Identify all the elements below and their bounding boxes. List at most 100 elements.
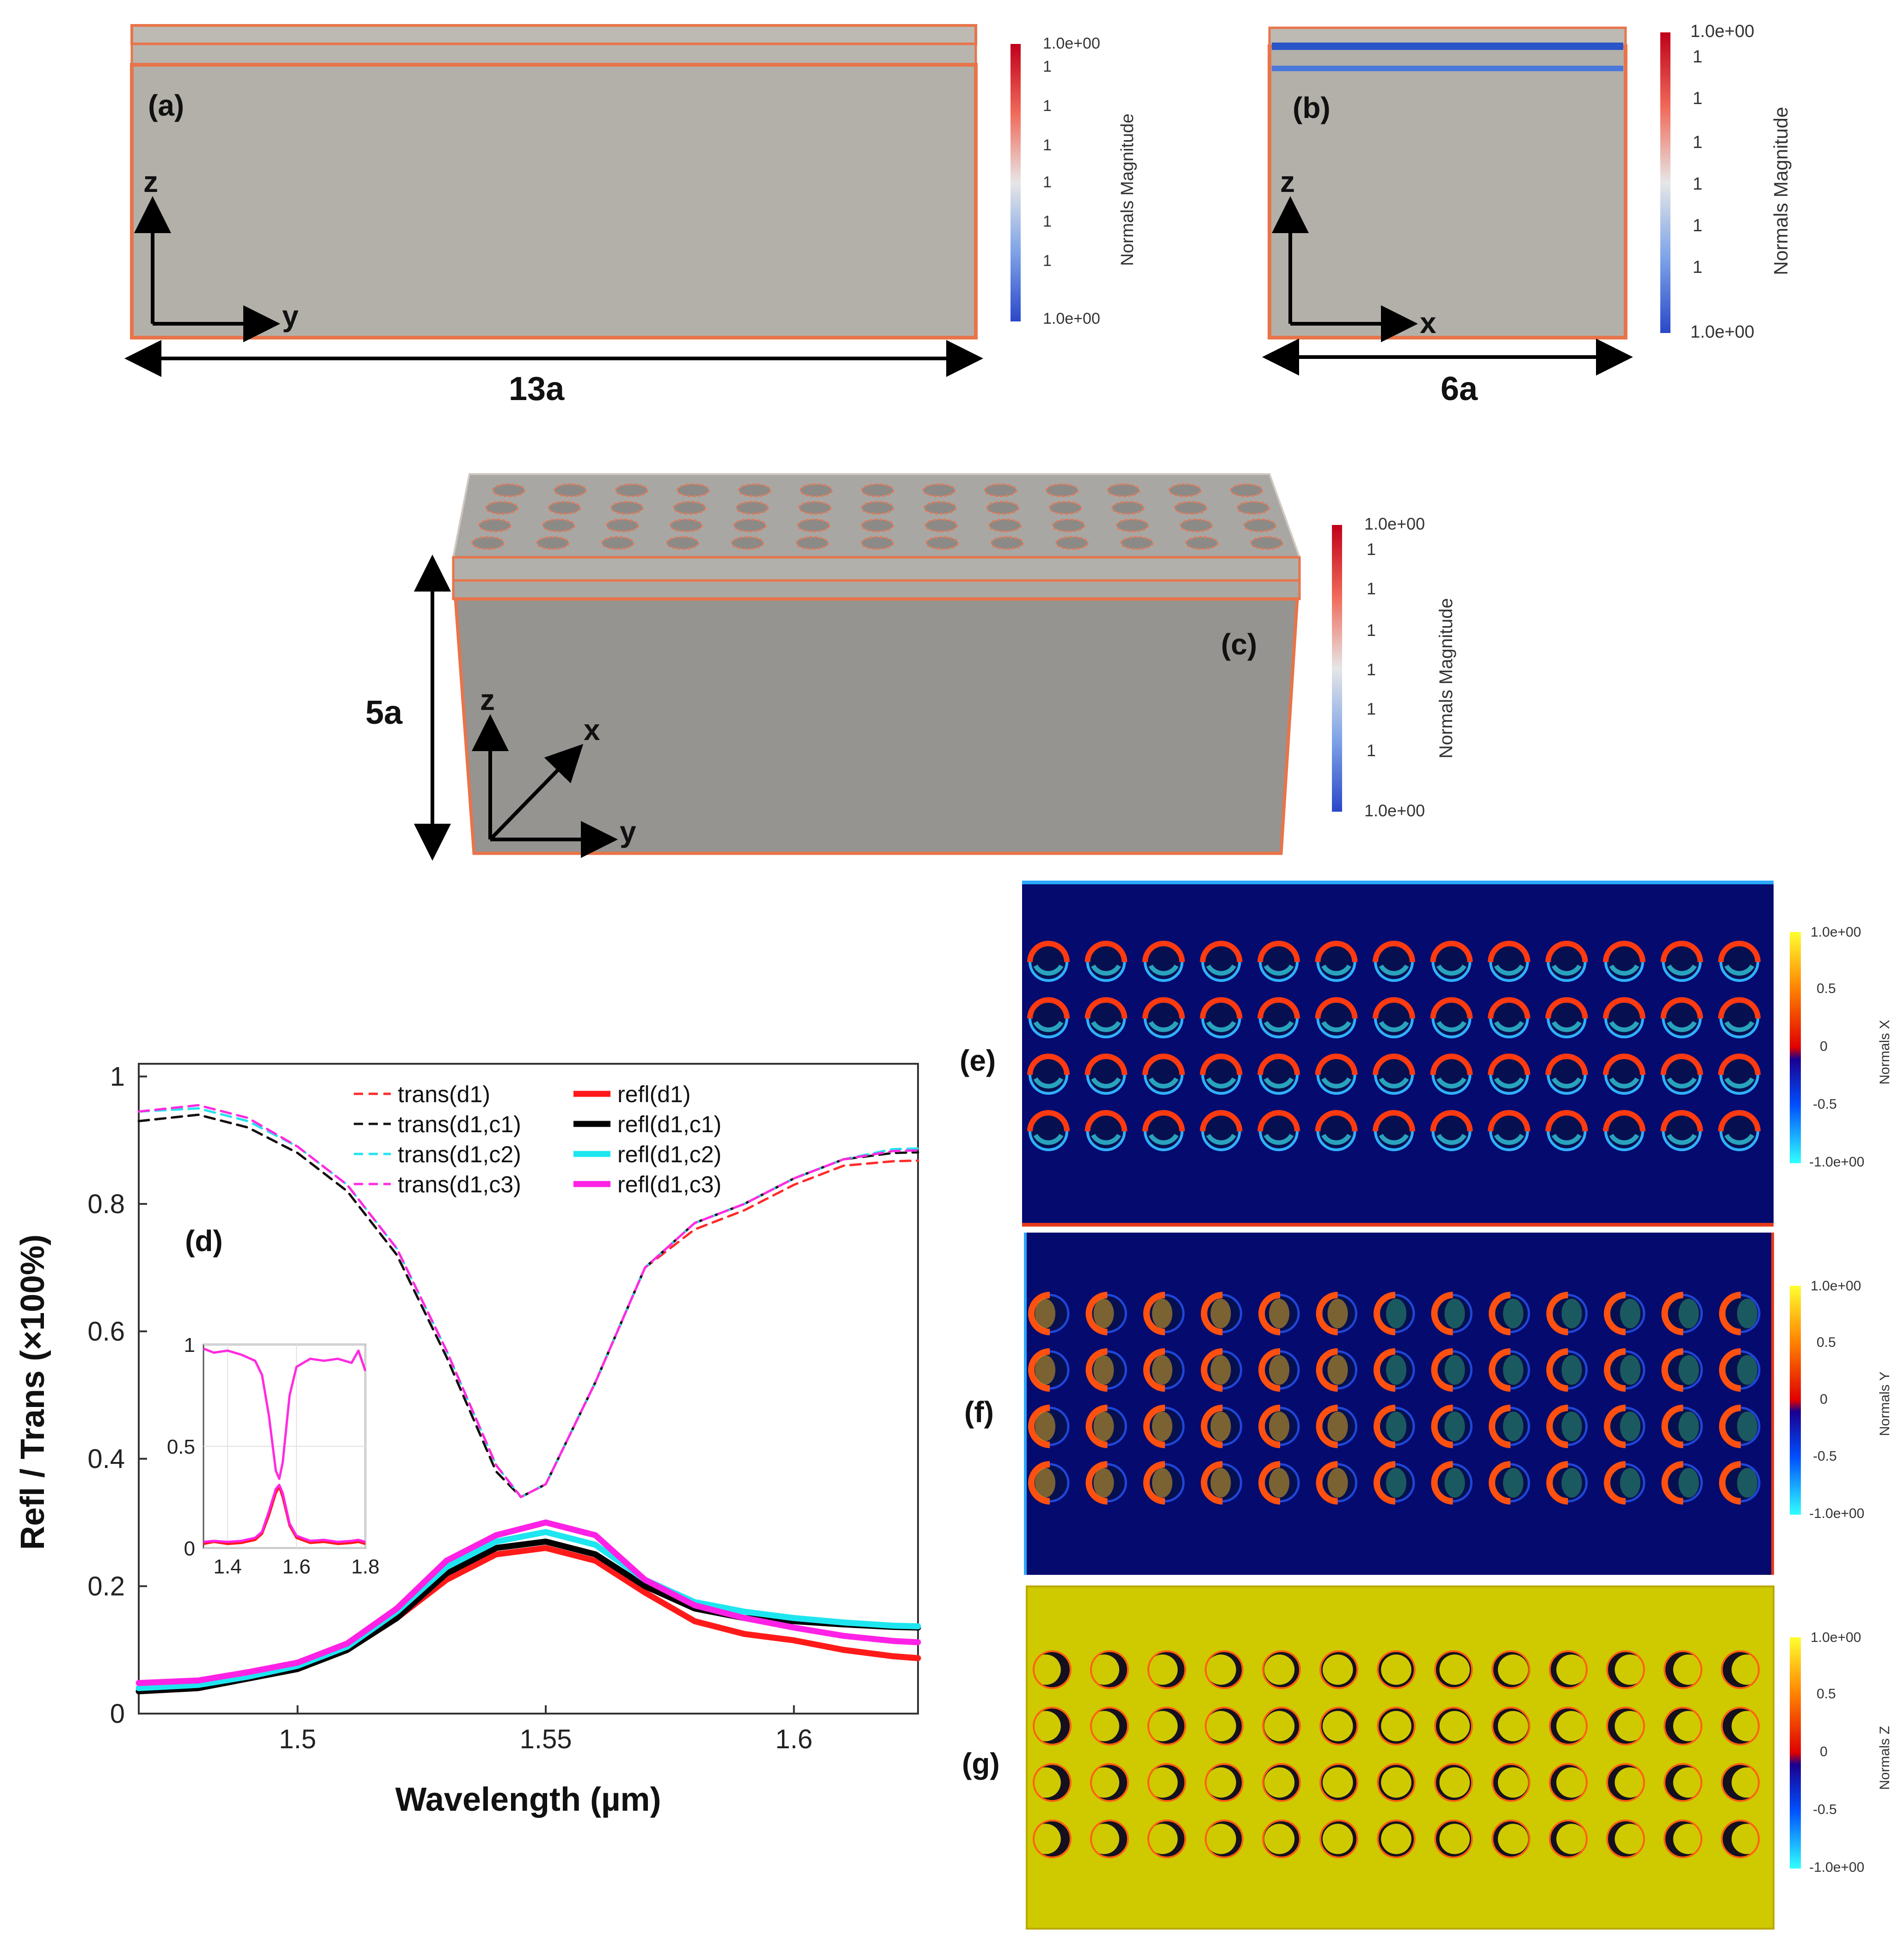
hole — [471, 536, 505, 550]
hole-arc — [1206, 1134, 1236, 1145]
hole-inner — [1731, 1654, 1762, 1685]
hole-shade — [1035, 1412, 1055, 1441]
hole-arc — [1027, 1054, 1070, 1075]
hole-shade — [1210, 1412, 1231, 1441]
hole-shade — [1035, 1355, 1055, 1385]
legend-label: refl(d1,c3) — [617, 1172, 721, 1197]
hole — [666, 536, 700, 550]
axis-c-up-label: z — [480, 683, 495, 716]
hole-arc — [1719, 1461, 1741, 1505]
hole-arc — [1315, 941, 1358, 962]
hole-inner — [1497, 1824, 1528, 1854]
field-map-e-holes — [1027, 941, 1761, 1151]
hole — [1045, 483, 1079, 497]
inset-series-trans — [203, 1347, 367, 1480]
y-tick-label: 0.2 — [87, 1572, 125, 1602]
hole — [492, 483, 525, 497]
hole-arc — [1546, 1461, 1568, 1505]
hole-arc — [1201, 1405, 1223, 1448]
hole — [986, 501, 1020, 515]
axis-c-depth — [489, 744, 584, 841]
colorbar-a-ticks: 1.0e+00 1 1 1 1 1 1 1.0e+00 — [1043, 35, 1100, 327]
hole-arc — [1206, 1021, 1236, 1032]
hole-arc — [1033, 964, 1064, 976]
hole — [799, 483, 833, 497]
hole — [1111, 501, 1145, 515]
hole-inner — [1030, 1767, 1061, 1798]
hole-arc — [1667, 1077, 1697, 1089]
hole-arc — [1201, 1461, 1223, 1505]
hole-inner — [1264, 1654, 1295, 1685]
inset-y-tick-label: 0.5 — [167, 1436, 195, 1458]
legend-label: trans(d1,c3) — [398, 1172, 521, 1197]
hole — [1185, 536, 1219, 550]
hole-shade — [1444, 1468, 1465, 1498]
hole-arc — [1430, 1110, 1473, 1132]
hole — [485, 501, 518, 515]
hole-arc — [1258, 1348, 1281, 1392]
hole-arc — [1552, 1134, 1582, 1145]
hole-inner — [1731, 1767, 1762, 1798]
hole-inner — [1322, 1711, 1353, 1741]
hole-arc — [1667, 964, 1697, 976]
hole-shade — [1620, 1299, 1640, 1328]
panel-label-f: (f) — [964, 1395, 994, 1429]
hole-arc — [1085, 1292, 1108, 1335]
hole-shade — [1561, 1355, 1582, 1385]
hole-rim — [1205, 1763, 1244, 1802]
colorbar-b-gradient — [1660, 32, 1670, 333]
hole-rim — [1721, 1650, 1760, 1689]
dimension-c-label: 5a — [365, 694, 403, 731]
colorbar-tick: 0.5 — [1817, 981, 1836, 996]
hole-inner — [1556, 1767, 1587, 1798]
hole-rim — [1033, 1707, 1072, 1746]
slab-c-mid-layer — [452, 579, 1301, 600]
hole-shade — [1737, 1412, 1757, 1441]
hole-rim — [1205, 1650, 1244, 1689]
series-line-refl(d1,c2) — [136, 1529, 921, 1691]
hole-rim — [1664, 1763, 1702, 1802]
slab-a-body — [130, 63, 978, 339]
hole-shade — [1269, 1468, 1289, 1498]
hole — [553, 483, 587, 497]
hole-inner — [1673, 1767, 1704, 1798]
hole-arc — [1200, 1110, 1243, 1132]
hole-rim — [1090, 1650, 1129, 1689]
colorbar-tick: 1 — [1367, 579, 1376, 598]
hole-arc — [1143, 1292, 1165, 1335]
hole-arc — [1661, 1461, 1683, 1505]
colorbar-tick: 1.0e+00 — [1364, 514, 1425, 533]
hole — [1055, 536, 1089, 550]
hole-arc — [1431, 1292, 1453, 1335]
hole-arc — [1488, 1110, 1530, 1132]
hole-inner — [1147, 1711, 1178, 1741]
hole-arc — [1316, 1405, 1338, 1448]
hole — [536, 536, 570, 550]
hole-arc — [1200, 941, 1243, 962]
slab-c-top-layer — [452, 556, 1301, 582]
hole-arc — [1321, 1134, 1351, 1145]
hole — [990, 536, 1024, 550]
hole-rim — [1549, 1820, 1588, 1858]
hole-rim — [1606, 1707, 1645, 1746]
hole-inner — [1381, 1711, 1411, 1741]
hole-arc — [1084, 1054, 1128, 1075]
hole-arc — [1719, 1405, 1741, 1448]
hole-arc — [1604, 1461, 1626, 1505]
hole-arc — [1148, 1077, 1179, 1089]
hole-inner — [1089, 1824, 1120, 1854]
legend-label: trans(d1,c1) — [398, 1111, 521, 1137]
slab-c-front-face — [454, 597, 1299, 855]
hole-arc — [1316, 1461, 1338, 1505]
hole — [1174, 501, 1208, 515]
x-tick-label: 1.55 — [520, 1724, 572, 1754]
hole-arc — [1724, 1021, 1755, 1032]
panel-label-a: (a) — [148, 89, 184, 122]
inset-series-refl-c3 — [203, 1484, 366, 1543]
hole-inner — [1030, 1711, 1061, 1741]
hole-inner — [1497, 1654, 1528, 1685]
hole-arc — [1263, 1021, 1294, 1032]
hole-arc — [1143, 1348, 1165, 1392]
hole-arc — [1091, 1021, 1121, 1032]
hole — [548, 501, 581, 515]
